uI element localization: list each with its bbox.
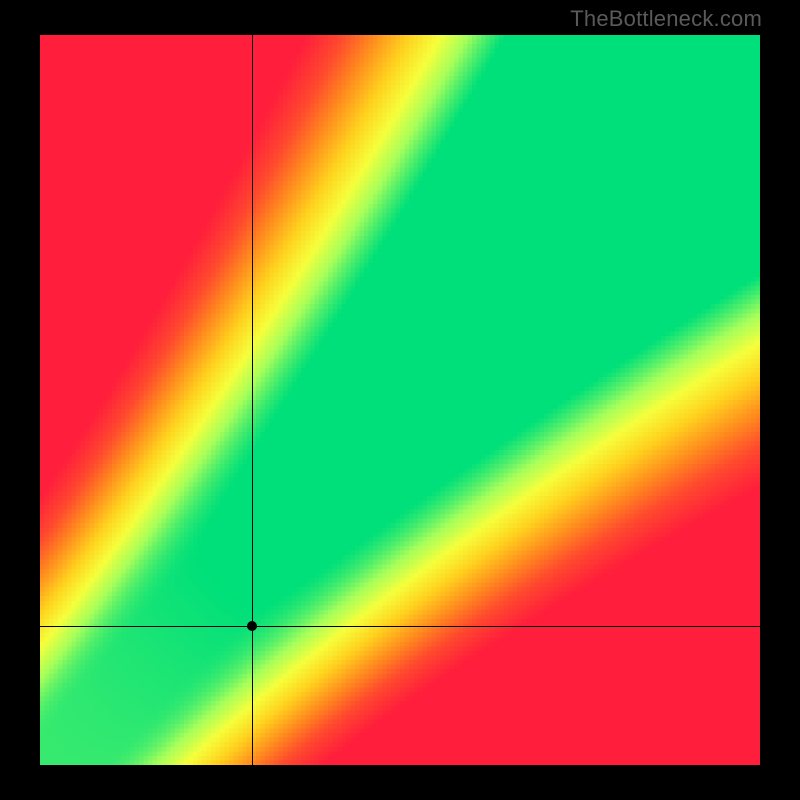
crosshair-vertical [252,35,253,765]
heatmap-canvas [40,35,760,765]
chart-container: TheBottleneck.com [0,0,800,800]
crosshair-horizontal [40,626,760,627]
watermark-text: TheBottleneck.com [570,6,762,32]
crosshair-marker [247,621,257,631]
plot-area [40,35,760,765]
